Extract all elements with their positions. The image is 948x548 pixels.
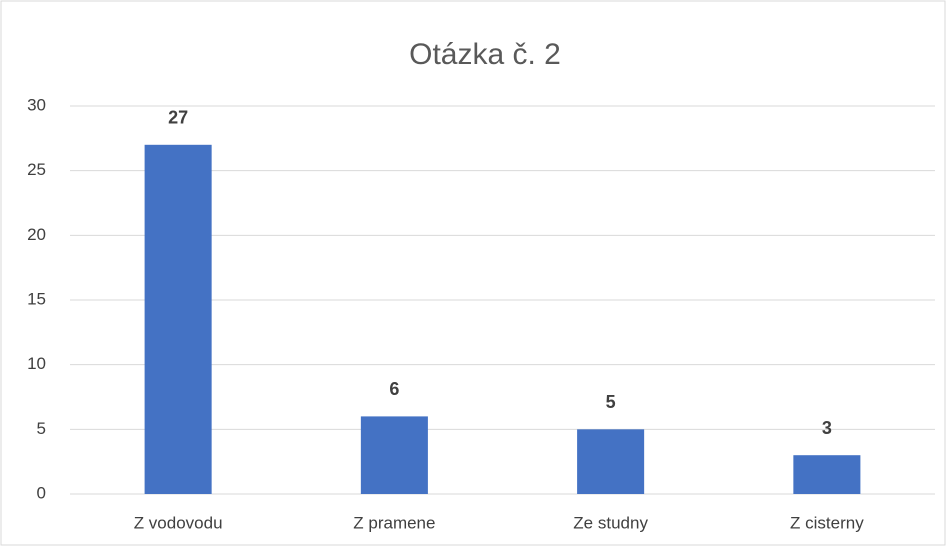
x-tick-label: Z pramene: [353, 513, 435, 532]
y-tick-label: 20: [27, 225, 46, 244]
x-tick-label: Ze studny: [573, 513, 648, 532]
value-label: 6: [389, 379, 399, 399]
y-tick-label: 15: [27, 289, 46, 308]
value-label: 3: [822, 418, 832, 438]
y-tick-label: 10: [27, 354, 46, 373]
y-tick-label: 0: [37, 483, 46, 502]
value-label: 5: [606, 392, 616, 412]
y-tick-label: 5: [37, 419, 46, 438]
y-tick-label: 25: [27, 160, 46, 179]
bar: [144, 144, 212, 495]
value-label: 27: [168, 108, 188, 128]
x-tick-label: Z cisterny: [790, 513, 864, 532]
x-tick-label: Z vodovodu: [134, 513, 223, 532]
chart-title: Otázka č. 2: [409, 38, 561, 71]
bar: [793, 455, 861, 494]
y-tick-label: 30: [27, 95, 46, 114]
bar: [577, 429, 645, 494]
bar: [360, 416, 428, 494]
